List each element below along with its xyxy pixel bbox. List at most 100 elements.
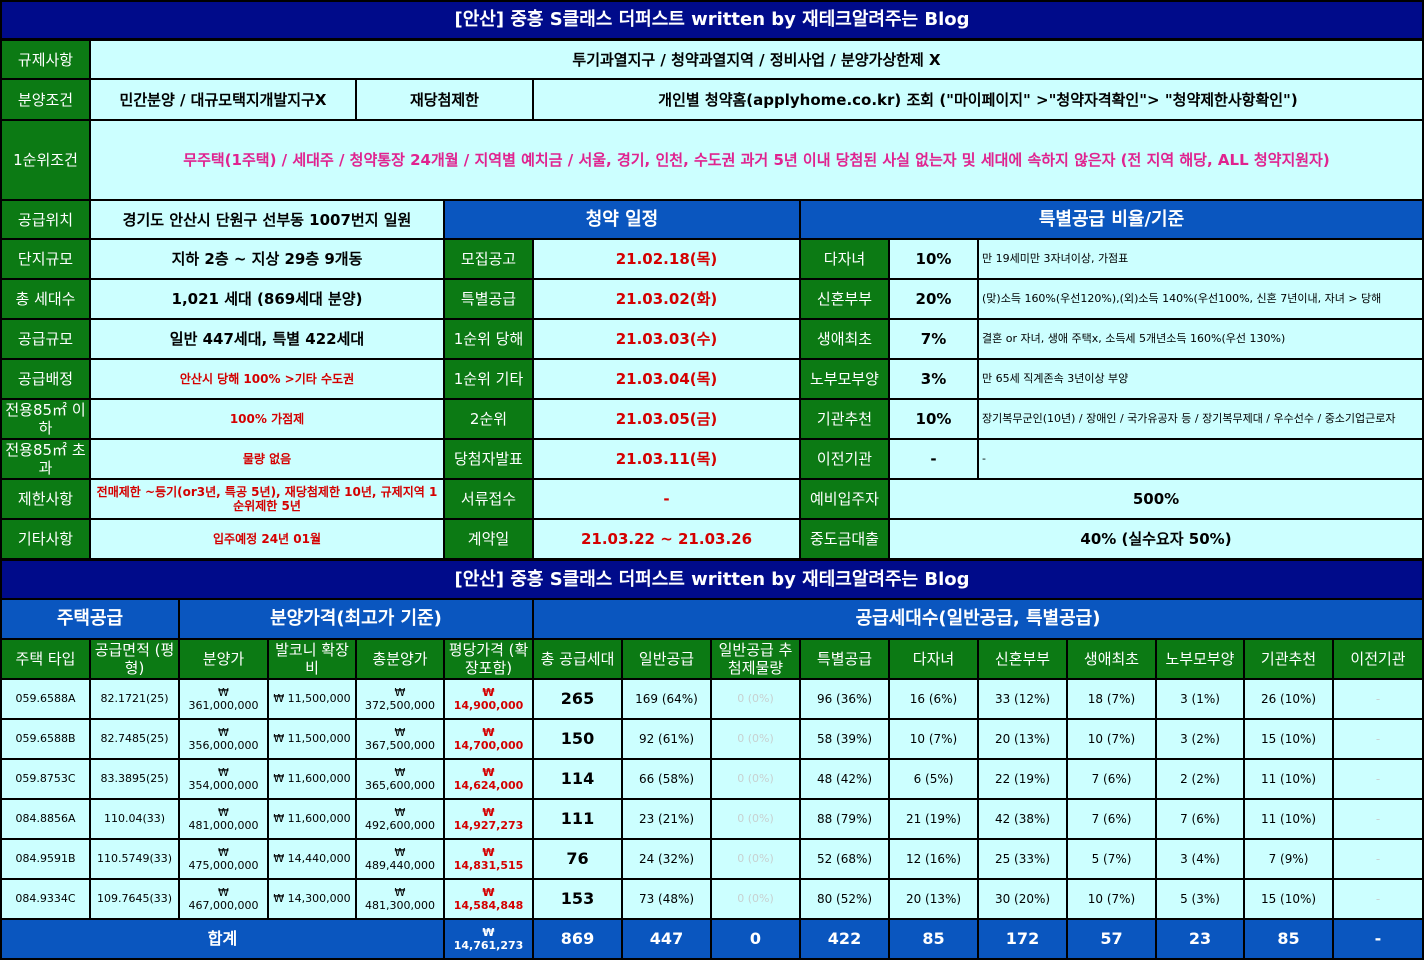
special-criteria: 만 19세미만 3자녀이상, 가점표	[979, 240, 1422, 278]
table-cell: -	[1334, 760, 1422, 798]
column-header: 다자녀	[890, 640, 977, 678]
special-type-label: 이전기관	[801, 440, 888, 478]
table-cell: -	[1334, 720, 1422, 758]
table-cell: 3 (2%)	[1157, 720, 1243, 758]
table-cell: ₩ 467,000,000	[180, 880, 267, 918]
table-cell: 169 (64%)	[623, 680, 710, 718]
table-cell: ₩ 365,600,000	[357, 760, 443, 798]
under85-label: 전용85㎡ 이하	[2, 400, 89, 438]
table-cell: ₩ 14,900,000	[445, 680, 532, 718]
schedule-date: -	[534, 480, 799, 518]
first-rank-label: 1순위조건	[2, 121, 89, 199]
table-cell: 30 (20%)	[979, 880, 1066, 918]
sale-condition-label: 분양조건	[2, 80, 89, 119]
total-cell: -	[1334, 920, 1422, 958]
total-cell: 23	[1157, 920, 1243, 958]
table-cell: 2 (2%)	[1157, 760, 1243, 798]
table-cell: 7 (6%)	[1157, 800, 1243, 838]
table-cell: 150	[534, 720, 621, 758]
table-cell: 15 (10%)	[1245, 880, 1332, 918]
table-cell: ₩ 481,300,000	[357, 880, 443, 918]
special-type-label: 다자녀	[801, 240, 888, 278]
table-cell: 58 (39%)	[801, 720, 888, 758]
total-cell: 447	[623, 920, 710, 958]
table-cell: ₩ 14,440,000	[269, 840, 355, 878]
rewin-restriction-label: 재당첨제한	[357, 80, 532, 119]
special-criteria: 만 65세 직계존속 3년이상 부양	[979, 360, 1422, 398]
schedule-date: 21.03.04(목)	[534, 360, 799, 398]
special-criteria: -	[979, 440, 1422, 478]
rewin-restriction-value: 개인별 청약홈(applyhome.co.kr) 조회 ("마이페이지" >"청…	[534, 80, 1422, 119]
table-cell: 084.9591B	[2, 840, 89, 878]
table-cell: 20 (13%)	[979, 720, 1066, 758]
table-cell: 11 (10%)	[1245, 760, 1332, 798]
table-cell: 059.8753C	[2, 760, 89, 798]
supply-scale-value: 일반 447세대, 특별 422세대	[91, 320, 443, 358]
total-households-value: 1,021 세대 (869세대 분양)	[91, 280, 443, 318]
table-cell: 52 (68%)	[801, 840, 888, 878]
table-cell: 24 (32%)	[623, 840, 710, 878]
special-type-label: 기관추천	[801, 400, 888, 438]
table-cell: 0 (0%)	[712, 800, 799, 838]
table-cell: 21 (19%)	[890, 800, 977, 838]
table-title: [안산] 중흥 S클래스 더퍼스트 written by 재테크알려주는 Blo…	[2, 561, 1422, 598]
table-cell: ₩ 489,440,000	[357, 840, 443, 878]
table-cell: 0 (0%)	[712, 720, 799, 758]
group-header-price: 분양가격(최고가 기준)	[180, 600, 532, 638]
table-cell: ₩ 14,624,000	[445, 760, 532, 798]
restrictions-label: 제한사항	[2, 480, 89, 518]
table-cell: ₩ 492,600,000	[357, 800, 443, 838]
table-cell: 76	[534, 840, 621, 878]
special-ratio: 10%	[890, 400, 977, 438]
table-cell: 23 (21%)	[623, 800, 710, 838]
table-cell: 33 (12%)	[979, 680, 1066, 718]
schedule-label: 1순위 기타	[445, 360, 532, 398]
table-cell: -	[1334, 680, 1422, 718]
location-label: 공급위치	[2, 201, 89, 238]
table-cell: 111	[534, 800, 621, 838]
table-cell: 92 (61%)	[623, 720, 710, 758]
column-header: 공급면적 (평형)	[91, 640, 178, 678]
column-header: 일반공급 추첨제물량	[712, 640, 799, 678]
special-criteria: 결혼 or 자녀, 생애 주택x, 소득세 5개년소득 160%(우선 130%…	[979, 320, 1422, 358]
special-ratio: -	[890, 440, 977, 478]
column-header: 노부모부양	[1157, 640, 1243, 678]
complex-size-label: 단지규모	[2, 240, 89, 278]
schedule-date: 21.03.05(금)	[534, 400, 799, 438]
total-cell: 0	[712, 920, 799, 958]
special-type-label: 신혼부부	[801, 280, 888, 318]
table-cell: 153	[534, 880, 621, 918]
over85-value: 물량 없음	[91, 440, 443, 478]
column-header: 일반공급	[623, 640, 710, 678]
table-cell: 7 (6%)	[1068, 760, 1155, 798]
table-cell: 10 (7%)	[890, 720, 977, 758]
loan-value: 40% (실수요자 50%)	[890, 520, 1422, 558]
schedule-label: 모집공고	[445, 240, 532, 278]
table-cell: ₩ 14,700,000	[445, 720, 532, 758]
table-cell: 0 (0%)	[712, 760, 799, 798]
table-cell: 0 (0%)	[712, 680, 799, 718]
total-households-label: 총 세대수	[2, 280, 89, 318]
column-header: 평당가격 (확장포함)	[445, 640, 532, 678]
table-cell: ₩ 11,600,000	[269, 760, 355, 798]
schedule-date: 21.03.22 ~ 21.03.26	[534, 520, 799, 558]
under85-value: 100% 가점제	[91, 400, 443, 438]
table-cell: 3 (4%)	[1157, 840, 1243, 878]
special-ratio: 3%	[890, 360, 977, 398]
schedule-date: 21.03.02(화)	[534, 280, 799, 318]
table-cell: ₩ 14,927,273	[445, 800, 532, 838]
special-criteria: (맞)소득 160%(우선120%),(외)소득 140%(우선100%, 신혼…	[979, 280, 1422, 318]
schedule-header: 청약 일정	[445, 201, 799, 238]
special-type-label: 생애최초	[801, 320, 888, 358]
table-cell: 10 (7%)	[1068, 880, 1155, 918]
schedule-label: 1순위 당해	[445, 320, 532, 358]
table-cell: ₩ 367,500,000	[357, 720, 443, 758]
schedule-date: 21.02.18(목)	[534, 240, 799, 278]
table-cell: 42 (38%)	[979, 800, 1066, 838]
table-cell: 7 (9%)	[1245, 840, 1332, 878]
table-cell: 66 (58%)	[623, 760, 710, 798]
column-header: 총 공급세대	[534, 640, 621, 678]
column-header: 특별공급	[801, 640, 888, 678]
table-cell: ₩ 14,831,515	[445, 840, 532, 878]
table-cell: 084.9334C	[2, 880, 89, 918]
